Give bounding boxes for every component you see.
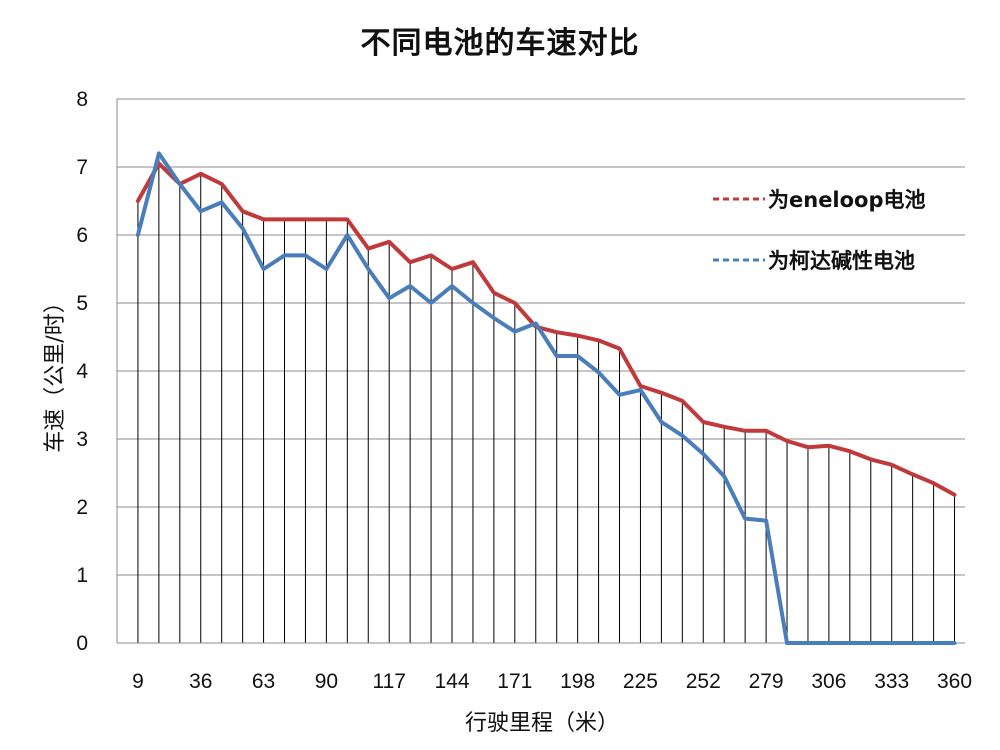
- series-lines: [135, 151, 957, 645]
- y-tick-label: 5: [76, 292, 88, 315]
- x-tick-label: 117: [372, 670, 405, 693]
- x-tick-label: 198: [560, 670, 595, 693]
- y-tick-label: 1: [76, 564, 88, 587]
- series-line-0: [135, 161, 957, 497]
- y-tick-label: 8: [76, 88, 88, 111]
- x-tick-label: 63: [252, 670, 275, 693]
- series-line-1: [135, 151, 957, 645]
- x-tick-label: 225: [623, 670, 658, 693]
- x-tick-label: 306: [811, 670, 846, 693]
- y-tick-label: 0: [76, 632, 88, 655]
- x-tick-label: 252: [686, 670, 721, 693]
- x-tick-label: 36: [189, 670, 212, 693]
- x-tick-label: 279: [749, 670, 784, 693]
- x-tick-label: 9: [132, 670, 144, 693]
- chart-title: 不同电池的车速对比: [360, 26, 640, 61]
- legend-label-kodak: 为柯达碱性电池: [768, 249, 915, 273]
- y-tick-label: 2: [76, 496, 88, 519]
- tick-labels: 0 1 2 3 4 5 6 7 8 9 36 63 90 117 144 171 198 225 252 279 306…: [76, 88, 972, 693]
- y-tick-label: 6: [76, 224, 88, 247]
- y-tick-label: 7: [76, 156, 88, 179]
- drop-lines: [137, 153, 956, 643]
- y-tick-label: 3: [76, 428, 88, 451]
- x-tick-label: 144: [434, 670, 469, 693]
- x-tick-label: 90: [315, 670, 338, 693]
- x-tick-label: 171: [497, 670, 532, 693]
- x-tick-label: 333: [874, 670, 909, 693]
- y-axis-title: 车速（公里/时）: [43, 291, 68, 452]
- legend-label-eneloop: 为eneloop电池: [768, 188, 926, 212]
- y-tick-label: 4: [76, 360, 88, 383]
- legend: 为eneloop电池 为柯达碱性电池: [713, 188, 926, 273]
- x-tick-label: 360: [937, 670, 972, 693]
- x-axis-title: 行驶里程（米）: [465, 711, 619, 736]
- gridlines: [117, 98, 965, 576]
